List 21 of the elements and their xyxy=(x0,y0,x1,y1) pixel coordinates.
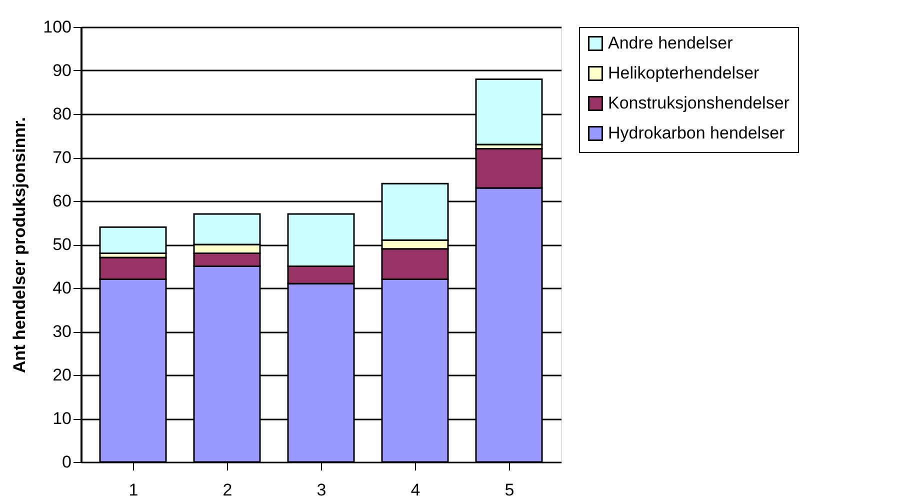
y-tick-label: 90 xyxy=(52,61,72,80)
y-tick-label: 100 xyxy=(43,18,72,36)
y-tick-label: 30 xyxy=(52,322,72,341)
y-tick-label: 20 xyxy=(52,366,72,384)
x-tick-label: 3 xyxy=(316,480,326,500)
y-axis-title: Ant hendelser produksjonsinnr. xyxy=(10,117,30,373)
y-tick-label: 10 xyxy=(52,409,72,428)
y-tick-label: 40 xyxy=(52,278,72,298)
x-tick-label: 5 xyxy=(504,480,514,500)
y-tick-label: 0 xyxy=(62,452,72,472)
x-tick-label: 4 xyxy=(410,480,420,500)
x-tick-label: 1 xyxy=(128,480,138,500)
y-tick-label: 80 xyxy=(52,104,72,124)
legend-label: Andre hendelser xyxy=(608,34,734,52)
y-tick-label: 70 xyxy=(52,148,72,167)
y-tick-label: 50 xyxy=(52,235,72,254)
legend-label: Hydrokarbon hendelser xyxy=(608,124,786,142)
legend-label: Konstruksjonshendelser xyxy=(608,94,790,112)
y-tick-label: 60 xyxy=(52,192,72,210)
x-tick-label: 2 xyxy=(222,480,232,500)
legend-label: Helikopterhendelser xyxy=(608,64,760,82)
